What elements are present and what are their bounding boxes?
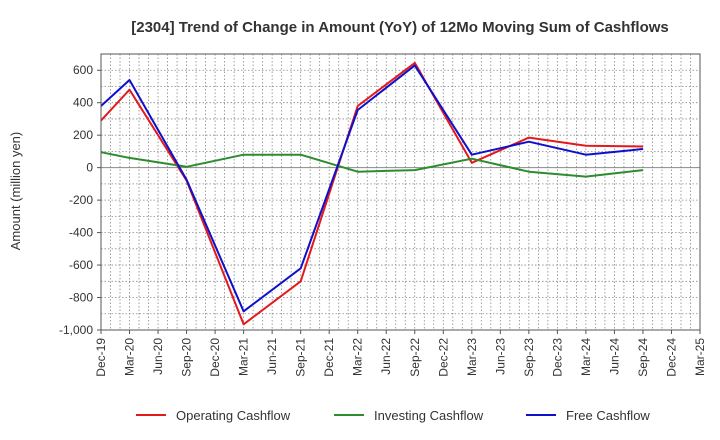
legend-label-investing-cashflow: Investing Cashflow <box>374 408 484 423</box>
x-tick-label: Sep-24 <box>636 338 650 377</box>
y-tick-label: 600 <box>73 63 93 77</box>
grid <box>101 53 700 330</box>
x-tick-label: Jun-20 <box>151 338 165 375</box>
y-tick-label: -400 <box>69 226 93 240</box>
x-tick-label: Dec-21 <box>322 338 336 377</box>
x-tick-label: Dec-23 <box>550 338 564 377</box>
plot-frame <box>100 53 701 331</box>
x-tick-label: Jun-21 <box>265 338 279 375</box>
x-tick-label: Mar-23 <box>465 338 479 376</box>
x-tick-label: Jun-23 <box>493 338 507 375</box>
x-tick-label: Jun-22 <box>379 338 393 375</box>
legend-label-operating-cashflow: Operating Cashflow <box>176 408 291 423</box>
y-tick-label: -800 <box>69 291 93 305</box>
legend-label-free-cashflow: Free Cashflow <box>566 408 650 423</box>
x-tick-label: Mar-20 <box>123 338 137 376</box>
x-tick-label: Mar-24 <box>579 338 593 376</box>
chart-title: [2304] Trend of Change in Amount (YoY) o… <box>131 19 669 36</box>
y-tick-label: 200 <box>73 128 93 142</box>
x-tick-label: Sep-20 <box>180 338 194 377</box>
x-tick-label: Dec-22 <box>436 338 450 377</box>
x-tick-label: Dec-20 <box>208 338 222 377</box>
x-tick-label: Jun-24 <box>607 338 621 375</box>
x-tick-label: Dec-19 <box>94 338 108 377</box>
y-tick-label: -200 <box>69 193 93 207</box>
x-tick-label: Sep-21 <box>294 338 308 377</box>
series-line-investing-cashflow <box>100 151 644 178</box>
x-tick-label: Mar-25 <box>693 338 707 376</box>
axis-ticks: -1,000 -800 -600 -400 -200 0 200 400 600 Dec-19 Ma… <box>59 63 707 376</box>
x-tick-label: Sep-22 <box>408 338 422 377</box>
x-tick-label: Mar-22 <box>351 338 365 376</box>
x-tick-label: Mar-21 <box>237 338 251 376</box>
y-tick-label: 400 <box>73 96 93 110</box>
y-tick-label: 0 <box>86 161 93 175</box>
x-tick-label: Sep-23 <box>522 338 536 377</box>
y-tick-label: -1,000 <box>59 323 93 337</box>
series-line-free-cashflow <box>100 64 644 313</box>
series-line-operating-cashflow <box>100 61 644 326</box>
y-tick-label: -600 <box>69 258 93 272</box>
legend: Operating Cashflow Investing Cashflow Free… <box>136 408 650 423</box>
y-axis-label: Amount (million yen) <box>8 132 23 251</box>
series-lines <box>100 61 644 326</box>
x-tick-label: Dec-24 <box>664 338 678 377</box>
